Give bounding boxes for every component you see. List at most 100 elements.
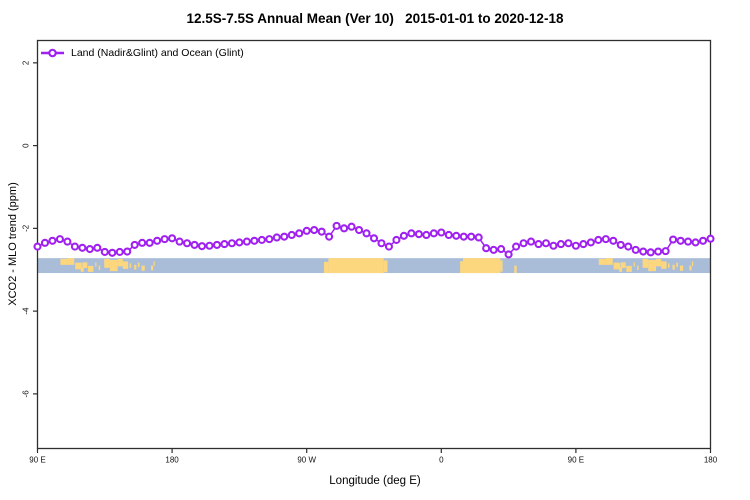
- data-point: [571, 241, 580, 250]
- map-strip-land-segment: [153, 261, 155, 266]
- data-point: [497, 245, 506, 254]
- map-strip-land-segment: [620, 262, 626, 268]
- x-axis-tick-label: 90 E: [568, 456, 584, 465]
- data-point: [242, 237, 251, 246]
- x-axis-tick-label: 90 W: [297, 456, 316, 465]
- data-point: [190, 240, 199, 249]
- data-point: [586, 238, 595, 247]
- map-strip-land-segment: [137, 262, 140, 268]
- map-strip-land-segment: [324, 261, 329, 274]
- data-point: [272, 233, 281, 242]
- data-point: [676, 236, 685, 245]
- data-point: [646, 248, 655, 257]
- data-point: [504, 250, 513, 259]
- map-strip-land-segment: [98, 265, 101, 271]
- map-strip-land-segment: [122, 261, 129, 269]
- data-point: [407, 229, 416, 238]
- data-point: [512, 242, 521, 251]
- data-point: [93, 243, 102, 252]
- data-point: [482, 244, 491, 253]
- map-strip-land-segment: [613, 262, 621, 270]
- data-point: [691, 238, 700, 247]
- data-point: [160, 235, 169, 244]
- data-point: [175, 237, 184, 246]
- data-point: [33, 242, 42, 251]
- map-strip-land-segment: [672, 264, 675, 270]
- y-axis-tick-label: -4: [22, 307, 31, 315]
- map-strip-land-segment: [117, 258, 123, 267]
- data-point: [362, 229, 371, 238]
- map-strip-land-segment: [87, 265, 94, 272]
- data-point: [541, 239, 551, 248]
- y-axis-title: XCO2 - MLO trend (ppm): [7, 182, 19, 306]
- data-point: [579, 240, 588, 249]
- data-point: [661, 247, 670, 256]
- data-point: [325, 232, 334, 241]
- legend-marker-circle: [48, 48, 57, 58]
- map-strip-land-segment: [637, 265, 639, 271]
- x-axis-tick-label: 0: [439, 456, 444, 465]
- map-strip-land-segment: [661, 261, 667, 269]
- data-point: [85, 245, 94, 254]
- map-strip-land-segment: [656, 258, 662, 267]
- data-point: [556, 240, 565, 249]
- data-point: [631, 245, 640, 254]
- legend-label: Land (Nadir&Glint) and Ocean (Glint): [71, 47, 244, 59]
- data-point: [168, 234, 177, 243]
- map-strip-land-segment: [134, 264, 137, 270]
- data-point: [429, 229, 438, 238]
- data-point: [601, 235, 610, 244]
- data-point: [212, 240, 222, 249]
- data-point: [153, 236, 162, 245]
- map-strip-land-segment: [605, 258, 613, 265]
- map-strip-land-segment: [82, 262, 88, 268]
- data-point: [354, 225, 364, 235]
- data-point: [70, 242, 79, 251]
- data-point: [392, 235, 401, 244]
- data-point: [302, 226, 311, 235]
- map-strip-land-segment: [619, 267, 623, 272]
- data-point: [78, 243, 87, 252]
- map-strip-land-segment: [598, 258, 606, 265]
- data-point: [123, 247, 132, 256]
- data-point: [467, 232, 476, 241]
- map-strip-land-segment: [141, 265, 145, 271]
- data-point: [474, 233, 483, 242]
- data-point: [205, 241, 214, 250]
- data-point: [422, 230, 431, 240]
- data-point: [227, 239, 236, 248]
- data-point: [287, 230, 296, 240]
- data-point: [48, 236, 57, 245]
- data-point: [609, 236, 618, 245]
- data-point: [265, 235, 274, 244]
- data-point: [549, 241, 558, 250]
- x-axis-tick-label: 180: [165, 456, 179, 465]
- map-strip-land-segment: [80, 267, 84, 272]
- data-point: [616, 240, 625, 249]
- y-axis-tick-label: 2: [22, 60, 31, 65]
- data-point: [519, 239, 528, 248]
- data-point: [534, 240, 543, 249]
- data-point: [369, 234, 379, 243]
- map-strip-land-segment: [626, 265, 632, 272]
- map-strip-land-segment: [500, 260, 503, 272]
- data-point: [414, 230, 423, 239]
- map-strip-land-segment: [642, 258, 649, 268]
- data-point: [235, 238, 244, 247]
- data-point: [250, 236, 259, 245]
- data-point: [377, 239, 386, 248]
- y-axis-tick-label: 0: [22, 143, 31, 148]
- data-point: [526, 237, 536, 246]
- data-point: [183, 239, 192, 248]
- data-point: [684, 237, 693, 246]
- map-strip-land-segment: [462, 258, 501, 274]
- map-strip-land-segment: [328, 258, 384, 274]
- data-point: [384, 242, 394, 251]
- data-point: [63, 237, 72, 246]
- map-strip-land-segment: [95, 262, 97, 267]
- map-strip-land-segment: [67, 258, 75, 265]
- data-point: [444, 230, 453, 240]
- data-point: [310, 225, 319, 235]
